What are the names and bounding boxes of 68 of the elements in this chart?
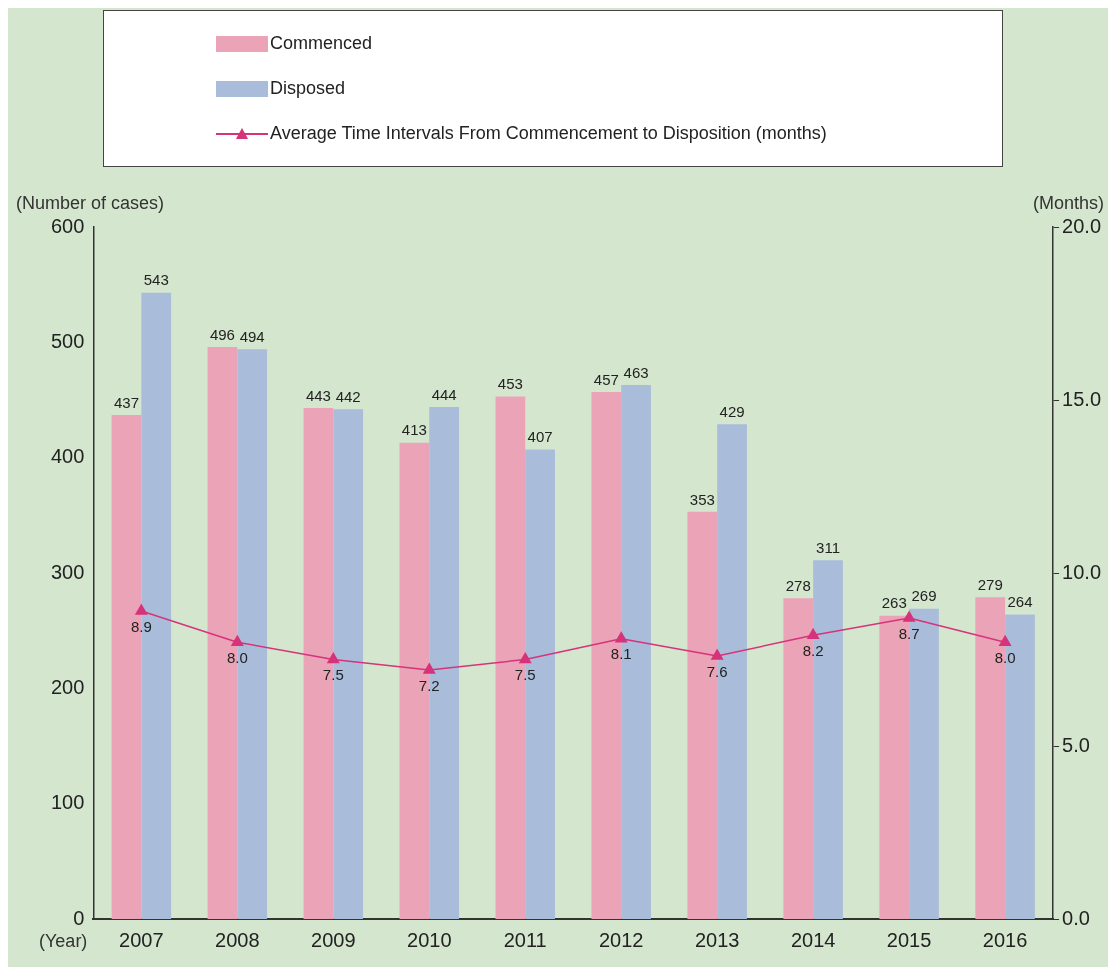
data-label: 8.2 bbox=[802, 641, 824, 659]
data-label: 278 bbox=[785, 577, 811, 595]
y2-tick-label: 10.0 bbox=[1062, 560, 1102, 583]
data-label: 443 bbox=[305, 386, 331, 404]
data-label: 8.7 bbox=[898, 624, 920, 642]
data-label: 311 bbox=[816, 538, 840, 556]
x-tick-label: 2016 bbox=[982, 928, 1028, 951]
point bbox=[615, 631, 628, 643]
point bbox=[711, 649, 724, 660]
data-label: 437 bbox=[113, 393, 139, 411]
data-label: 264 bbox=[1007, 593, 1033, 611]
data-label: 263 bbox=[881, 594, 907, 612]
x-axis-title: (Year) bbox=[39, 930, 88, 951]
legend-label: Average Time Intervals From Commencement to Disposition (months) bbox=[270, 123, 827, 144]
point bbox=[135, 604, 148, 615]
x-tick-label: 2012 bbox=[598, 928, 644, 951]
y-tick-label: 600 bbox=[50, 214, 85, 237]
data-label: 442 bbox=[335, 387, 361, 405]
y-tick-label: 100 bbox=[50, 791, 85, 814]
y2-axis-title: (Months) bbox=[1032, 192, 1104, 213]
x-tick-label: 2014 bbox=[790, 928, 836, 951]
data-label: 457 bbox=[593, 370, 619, 388]
y2-tick-label: 20.0 bbox=[1062, 214, 1102, 237]
y2-tick-label: 0.0 bbox=[1062, 906, 1090, 929]
y-axis-title: (Number of cases) bbox=[16, 192, 165, 213]
data-label: 444 bbox=[431, 385, 457, 403]
point bbox=[903, 611, 916, 622]
point bbox=[519, 652, 532, 664]
y2-tick-label: 5.0 bbox=[1062, 733, 1090, 756]
y-tick-label: 500 bbox=[50, 329, 85, 352]
data-label: 7.5 bbox=[322, 666, 344, 684]
x-tick-label: 2011 bbox=[503, 928, 547, 951]
data-label: 453 bbox=[497, 375, 523, 393]
y-tick-label: 0 bbox=[73, 906, 85, 929]
data-label: 463 bbox=[623, 363, 649, 381]
x-tick-label: 2008 bbox=[215, 928, 260, 951]
data-label: 8.0 bbox=[226, 648, 248, 666]
data-label: 7.5 bbox=[514, 666, 536, 684]
x-tick-label: 2007 bbox=[119, 928, 164, 951]
x-tick-label: 2013 bbox=[694, 928, 740, 951]
y2-tick-label: 15.0 bbox=[1062, 387, 1102, 410]
data-label: 407 bbox=[527, 428, 553, 446]
data-label: 429 bbox=[719, 402, 745, 420]
data-label: 496 bbox=[209, 325, 235, 343]
y-tick-label: 300 bbox=[50, 560, 85, 583]
data-label: 7.6 bbox=[706, 662, 728, 680]
point bbox=[231, 635, 244, 646]
data-label: 269 bbox=[911, 587, 937, 605]
x-tick-label: 2009 bbox=[311, 928, 356, 951]
x-tick-label: 2010 bbox=[407, 928, 452, 951]
y-tick-label: 400 bbox=[50, 445, 85, 468]
legend-label: Disposed bbox=[270, 78, 346, 99]
point bbox=[807, 628, 820, 640]
legend-label: Commenced bbox=[270, 33, 373, 54]
y-tick-label: 200 bbox=[50, 675, 85, 698]
point bbox=[423, 663, 436, 674]
data-label: 8.1 bbox=[610, 645, 632, 663]
data-label: 8.0 bbox=[994, 648, 1016, 666]
point bbox=[999, 635, 1012, 646]
x-tick-label: 2015 bbox=[886, 928, 932, 951]
data-label: 279 bbox=[977, 575, 1003, 593]
point bbox=[327, 652, 340, 664]
data-label: 353 bbox=[689, 490, 715, 508]
data-label: 543 bbox=[143, 271, 169, 289]
data-label: 8.9 bbox=[130, 617, 152, 635]
data-label: 413 bbox=[401, 421, 427, 439]
data-label: 7.2 bbox=[418, 676, 440, 694]
data-label: 494 bbox=[239, 327, 265, 345]
